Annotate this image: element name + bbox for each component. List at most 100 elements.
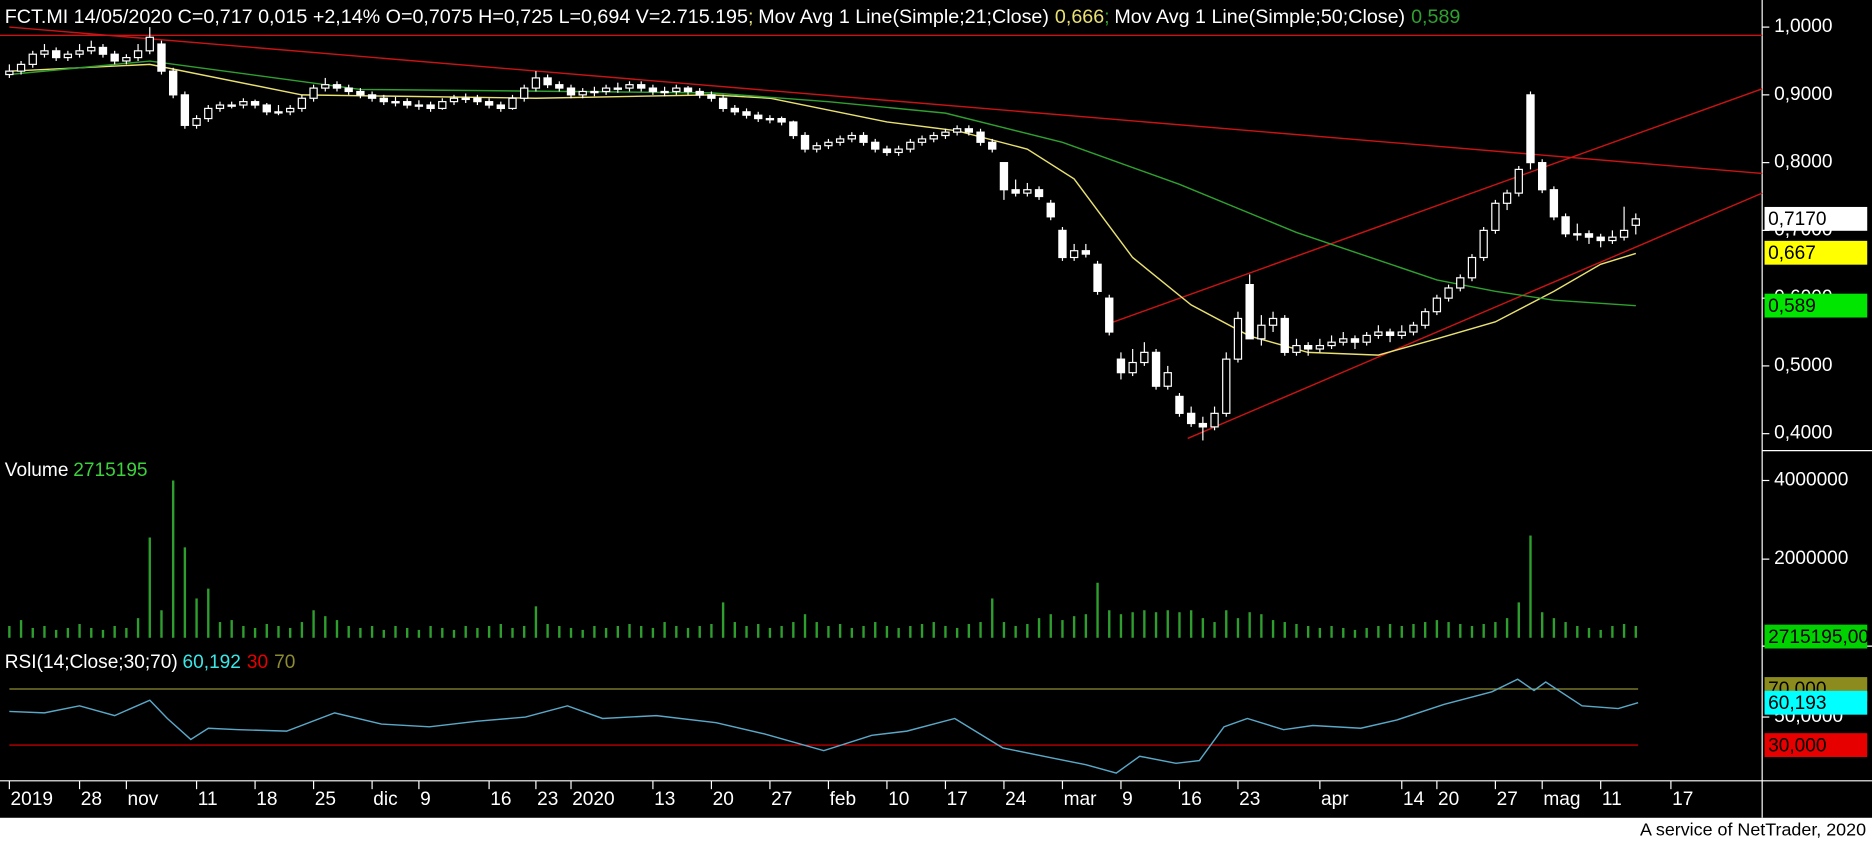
panel-legend-value: 2715195 bbox=[73, 460, 147, 481]
candle-body bbox=[1081, 250, 1091, 255]
volume-bar bbox=[1576, 625, 1579, 638]
value-badge-label: 2715195,00 bbox=[1768, 627, 1869, 648]
candle-body bbox=[578, 90, 587, 96]
volume-bar bbox=[991, 598, 994, 638]
candle-body bbox=[1631, 218, 1640, 226]
candle-body bbox=[917, 138, 927, 143]
volume-bar bbox=[288, 627, 292, 638]
panel-legend-level: 70 bbox=[274, 652, 295, 673]
x-tick-label: 11 bbox=[1602, 789, 1622, 810]
y-tick-label: 0,9000 bbox=[1774, 84, 1832, 105]
candle-body bbox=[1175, 395, 1184, 414]
candle-body bbox=[1350, 338, 1360, 343]
candle-body bbox=[1116, 358, 1126, 374]
volume-bar bbox=[265, 624, 268, 638]
candle-body bbox=[625, 84, 634, 89]
volume-bar bbox=[932, 622, 935, 638]
volume-bar bbox=[277, 625, 280, 638]
volume-bar bbox=[698, 625, 701, 638]
candle-body bbox=[227, 104, 236, 107]
volume-bar bbox=[803, 614, 807, 638]
candle-body bbox=[16, 63, 26, 72]
volume-bar bbox=[1482, 624, 1485, 638]
volume-bar bbox=[1271, 620, 1275, 638]
volume-bar bbox=[499, 624, 502, 638]
volume-bar bbox=[1412, 624, 1415, 638]
y-tick-label: 0,8000 bbox=[1774, 152, 1832, 173]
volume-bar bbox=[335, 620, 339, 638]
candle-body bbox=[1502, 192, 1512, 204]
volume-bar bbox=[1049, 614, 1052, 638]
x-tick-label: 9 bbox=[1122, 789, 1133, 810]
volume-bar bbox=[1283, 622, 1286, 638]
candle-body bbox=[1456, 277, 1465, 289]
x-tick-label: mag bbox=[1543, 789, 1580, 810]
volume-bar bbox=[979, 622, 982, 638]
volume-bar bbox=[324, 616, 327, 638]
candle-body bbox=[672, 87, 681, 93]
candle-body bbox=[520, 87, 529, 99]
candle-body bbox=[1034, 189, 1044, 198]
candle-body bbox=[379, 97, 388, 103]
candle-body bbox=[812, 145, 821, 150]
candle-body bbox=[1409, 324, 1418, 333]
candle-body bbox=[941, 131, 950, 137]
candle-body bbox=[63, 53, 73, 59]
x-tick-label: nov bbox=[128, 789, 159, 810]
volume-bar bbox=[1529, 535, 1532, 638]
volume-bar bbox=[1026, 624, 1029, 638]
volume-bar bbox=[897, 627, 900, 638]
volume-bar bbox=[171, 480, 175, 638]
chart-header: FCT.MI 14/05/2020 C=0,717 0,015 +2,14% O… bbox=[5, 6, 1461, 28]
volume-bar bbox=[1564, 622, 1567, 638]
candle-body bbox=[145, 36, 154, 52]
candle-body bbox=[98, 46, 108, 55]
volume-bar bbox=[1061, 620, 1064, 638]
volume-bar bbox=[1318, 627, 1322, 638]
x-tick-label: 20 bbox=[1438, 789, 1459, 810]
candle-body bbox=[1280, 317, 1289, 353]
candle-body bbox=[414, 104, 424, 107]
volume-bar bbox=[1353, 629, 1357, 638]
panel-legend-value: 60,192 bbox=[183, 652, 241, 673]
volume-bar bbox=[476, 627, 479, 638]
candle-body bbox=[1385, 331, 1395, 337]
footer: A service of NetTrader, 2020 bbox=[1640, 820, 1866, 840]
volume-bar bbox=[511, 627, 514, 638]
volume-bar bbox=[1447, 622, 1450, 638]
volume-bar bbox=[955, 627, 959, 638]
candle-body bbox=[367, 94, 377, 99]
trendline bbox=[1187, 192, 1763, 440]
candle-body bbox=[906, 141, 915, 150]
volume-bar bbox=[1096, 582, 1099, 638]
candle-body bbox=[1069, 250, 1079, 259]
candle-body bbox=[1362, 334, 1371, 343]
volume-bar bbox=[675, 625, 678, 638]
candle-body bbox=[1128, 361, 1137, 374]
candle-body bbox=[496, 104, 505, 110]
volume-bar bbox=[382, 629, 385, 638]
volume-bar bbox=[1388, 624, 1392, 638]
candle-body bbox=[28, 53, 37, 65]
candle-body bbox=[648, 87, 658, 93]
volume-bar bbox=[242, 625, 245, 638]
volume-bar bbox=[43, 625, 46, 638]
candle-body bbox=[1479, 229, 1488, 259]
volume-bar bbox=[183, 547, 187, 638]
volume-bar bbox=[441, 627, 444, 638]
candle-body bbox=[683, 87, 693, 93]
volume-bar bbox=[1634, 625, 1637, 638]
candle-body bbox=[250, 101, 260, 106]
candle-body bbox=[1186, 412, 1196, 425]
value-badge-label: 60,193 bbox=[1768, 693, 1826, 714]
volume-bar bbox=[569, 627, 573, 638]
volume-bar bbox=[1260, 614, 1263, 638]
volume-bar bbox=[721, 602, 725, 638]
volume-bar bbox=[54, 629, 58, 638]
value-badge bbox=[1764, 206, 1868, 231]
candle-body bbox=[1549, 189, 1559, 218]
value-badge-label: 0,589 bbox=[1768, 296, 1816, 317]
volume-bar bbox=[827, 625, 830, 638]
candle-body bbox=[590, 90, 599, 94]
volume-bar bbox=[1587, 627, 1591, 638]
